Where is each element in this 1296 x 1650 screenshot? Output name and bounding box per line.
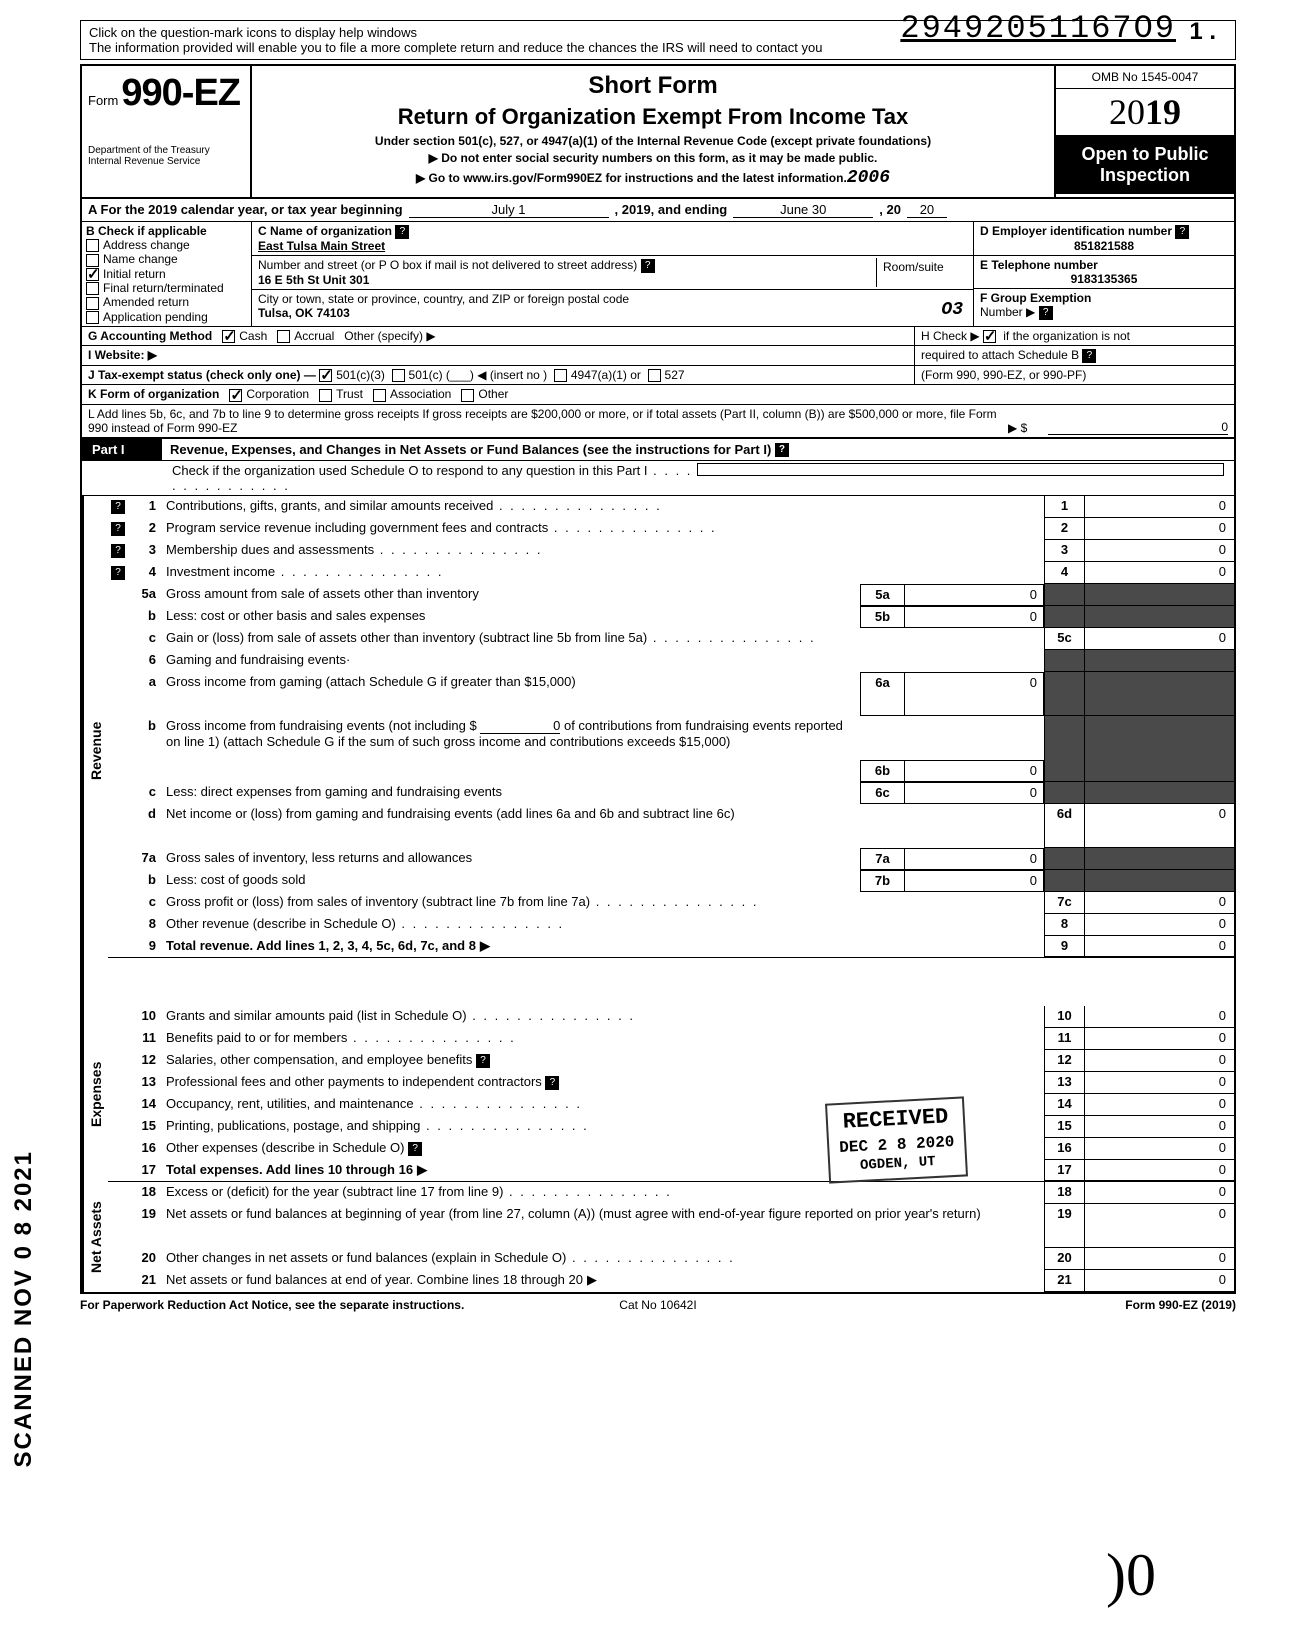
help-icon[interactable]: ?: [408, 1142, 422, 1156]
help-icon[interactable]: ?: [395, 225, 409, 239]
check-association[interactable]: [373, 389, 386, 402]
d-label: D Employer identification number: [980, 224, 1172, 238]
part-1-header: Part I Revenue, Expenses, and Changes in…: [80, 439, 1236, 462]
omb-number: OMB No 1545-0047: [1056, 66, 1234, 89]
street-address: 16 E 5th St Unit 301: [258, 273, 369, 287]
subtitle-2: ▶ Do not enter social security numbers o…: [262, 151, 1044, 165]
i-website: I Website: ▶: [88, 348, 157, 362]
main-title: Return of Organization Exempt From Incom…: [262, 104, 1044, 130]
c-label: C Name of organization: [258, 224, 392, 238]
check-accrual[interactable]: [277, 330, 290, 343]
footer: For Paperwork Reduction Act Notice, see …: [80, 1292, 1236, 1316]
subtitle-3: ▶ Go to www.irs.gov/Form990EZ for instru…: [416, 171, 847, 185]
check-other-org[interactable]: [461, 389, 474, 402]
expenses-side-label: Expenses: [82, 1006, 108, 1182]
ein: 851821588: [980, 239, 1228, 253]
e-label: E Telephone number: [980, 258, 1098, 272]
city-state-zip: Tulsa, OK 74103: [258, 306, 350, 320]
city-label: City or town, state or province, country…: [258, 292, 629, 306]
scanned-stamp: SCANNED NOV 0 8 2021: [10, 1150, 38, 1467]
footer-cat-no: Cat No 10642I: [465, 1298, 850, 1312]
f-label: F Group Exemption: [980, 291, 1091, 305]
check-501c[interactable]: [392, 369, 405, 382]
year-begin: July 1: [409, 202, 609, 218]
dln-suffix: 1 .: [1189, 18, 1216, 46]
help-icon[interactable]: ?: [775, 443, 789, 457]
revenue-side-label: Revenue: [82, 496, 108, 1006]
row-a-tax-year: A For the 2019 calendar year, or tax yea…: [80, 199, 1236, 222]
part-title: Revenue, Expenses, and Changes in Net As…: [162, 439, 1234, 461]
check-cash[interactable]: [222, 330, 235, 343]
form-label: Form: [88, 93, 118, 108]
tax-year: 2019: [1056, 89, 1234, 136]
room-suite-label: Room/suite: [877, 258, 967, 287]
form-number: 990-EZ: [121, 72, 240, 114]
check-amended[interactable]: [86, 297, 99, 310]
check-schedule-b[interactable]: [983, 330, 996, 343]
help-icon[interactable]: ?: [476, 1054, 490, 1068]
irs-label: Internal Revenue Service: [88, 156, 244, 167]
row-l: L Add lines 5b, 6c, and 7b to line 9 to …: [80, 405, 1236, 439]
open-public-badge: Open to Public Inspection: [1056, 136, 1234, 194]
year-end: June 30: [733, 202, 873, 218]
check-initial-return[interactable]: [86, 268, 99, 281]
footer-form: Form 990-EZ (2019): [851, 1298, 1236, 1312]
check-address-change[interactable]: [86, 239, 99, 252]
subtitle-1: Under section 501(c), 527, or 4947(a)(1)…: [262, 134, 1044, 148]
telephone: 9183135365: [980, 272, 1228, 286]
help-icon[interactable]: ?: [641, 259, 655, 273]
address-block: B Check if applicable Address change Nam…: [80, 222, 1236, 327]
check-corporation[interactable]: [229, 389, 242, 402]
help-icon[interactable]: ?: [1039, 306, 1053, 320]
help-icon[interactable]: ?: [1082, 349, 1096, 363]
check-trust[interactable]: [319, 389, 332, 402]
help-icon[interactable]: ?: [1175, 225, 1189, 239]
check-501c3[interactable]: [319, 369, 332, 382]
org-name: East Tulsa Main Street: [258, 239, 385, 253]
lines-table: Revenue ?1Contributions, gifts, grants, …: [80, 496, 1236, 1292]
row-g-block: G Accounting Method Cash Accrual Other (…: [80, 327, 1236, 346]
addr-label: Number and street (or P O box if mail is…: [258, 258, 637, 272]
dept-treasury: Department of the Treasury: [88, 145, 244, 156]
row-b-label: B Check if applicable: [86, 224, 247, 238]
short-form-title: Short Form: [262, 72, 1044, 100]
signature-mark: )0: [1106, 1541, 1156, 1610]
check-527[interactable]: [648, 369, 661, 382]
check-4947[interactable]: [554, 369, 567, 382]
part-label: Part I: [82, 439, 162, 461]
help-icon[interactable]: ?: [111, 544, 125, 558]
dln-number: 29492051167O9: [900, 10, 1176, 47]
handwritten-o3: O3: [941, 300, 963, 320]
check-schedule-o[interactable]: [697, 463, 1224, 476]
help-icon[interactable]: ?: [111, 500, 125, 514]
check-final-return[interactable]: [86, 282, 99, 295]
footer-left: For Paperwork Reduction Act Notice, see …: [80, 1298, 465, 1312]
handwritten-2006: 2006: [847, 168, 890, 188]
gross-receipts: 0: [1048, 420, 1228, 435]
part-1-check: Check if the organization used Schedule …: [80, 461, 1236, 496]
help-icon[interactable]: ?: [111, 522, 125, 536]
help-icon[interactable]: ?: [111, 566, 125, 580]
help-icon[interactable]: ?: [545, 1076, 559, 1090]
year-end-yy: 20: [907, 202, 947, 218]
received-stamp: RECEIVED DEC 2 8 2020 OGDEN, UT: [825, 1096, 968, 1183]
form-header: Form 990-EZ Department of the Treasury I…: [80, 64, 1236, 199]
net-assets-side-label: Net Assets: [82, 1182, 108, 1292]
f-label-2: Number ▶: [980, 305, 1035, 319]
check-pending[interactable]: [86, 311, 99, 324]
